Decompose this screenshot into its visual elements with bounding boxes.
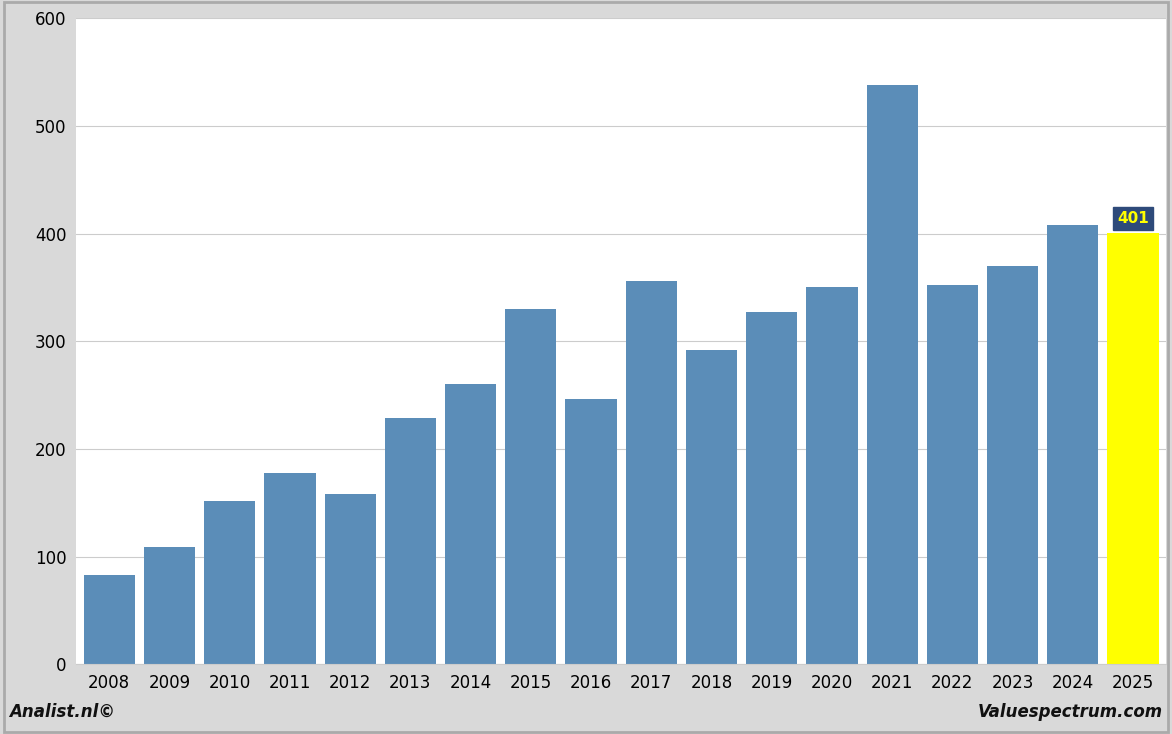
Bar: [505, 309, 557, 664]
Bar: [806, 288, 858, 664]
Bar: [987, 266, 1038, 664]
Bar: [144, 547, 195, 664]
Bar: [384, 418, 436, 664]
Text: Valuespectrum.com: Valuespectrum.com: [977, 702, 1163, 721]
Text: 401: 401: [1117, 211, 1149, 226]
Bar: [1048, 225, 1098, 664]
Bar: [626, 281, 677, 664]
Bar: [325, 494, 376, 664]
Bar: [927, 286, 977, 664]
Bar: [445, 385, 496, 664]
Bar: [265, 473, 315, 664]
Bar: [1108, 233, 1159, 664]
Bar: [747, 312, 797, 664]
Bar: [866, 85, 918, 664]
Bar: [83, 575, 135, 664]
Bar: [565, 399, 616, 664]
Bar: [204, 501, 255, 664]
Text: Analist.nl©: Analist.nl©: [9, 702, 115, 721]
Bar: [686, 350, 737, 664]
